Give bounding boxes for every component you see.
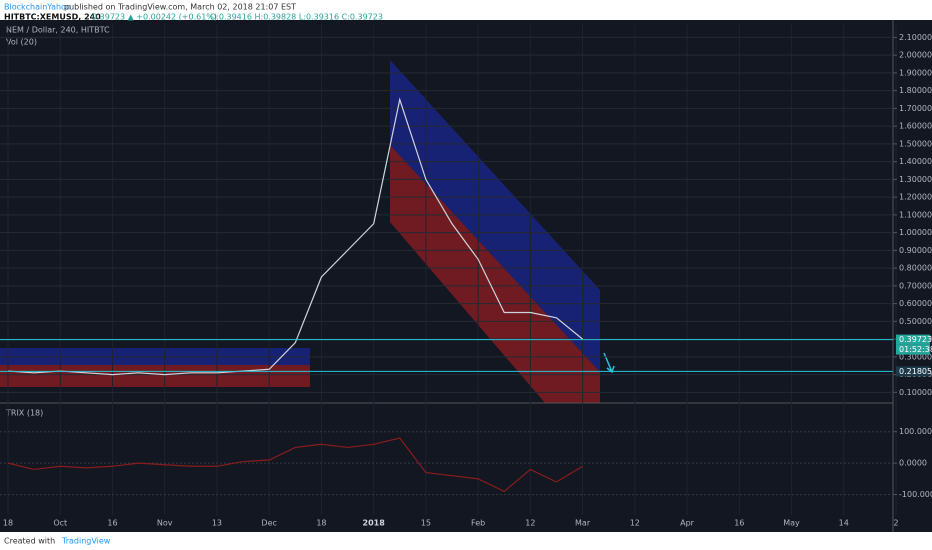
y-tick-label: 2.10000 xyxy=(899,33,932,42)
x-tick-label: 2018 xyxy=(363,519,386,528)
x-tick-label: Apr xyxy=(680,519,695,528)
arrow-head xyxy=(606,365,615,374)
y-tick-label: 0.80000 xyxy=(899,264,932,273)
x-tick-label: 2 xyxy=(893,519,898,528)
y-tick-label: 1.70000 xyxy=(899,104,932,113)
x-tick-label: Dec xyxy=(261,519,276,528)
y-tick-label: 0.0000 xyxy=(899,459,927,468)
chart-title: NEM / Dollar, 240, HITBTC xyxy=(6,26,110,35)
footer-created: Created with xyxy=(4,537,55,546)
symbol: HITBTC:XEMUSD, 240 xyxy=(4,13,101,22)
x-tick-label: May xyxy=(783,519,800,528)
y-tick-label: 1.80000 xyxy=(899,86,932,95)
y-tick-label: 0.10000 xyxy=(899,388,932,397)
y-tick-label: -100.0000 xyxy=(899,490,932,499)
y-tick-label: 1.90000 xyxy=(899,68,932,77)
y-tick-label: 0.70000 xyxy=(899,281,932,290)
price-line xyxy=(7,437,583,493)
countdown: 01:52:38 xyxy=(899,345,932,354)
price-tag-label: 0.21805 xyxy=(899,367,932,376)
x-tick-label: 16 xyxy=(107,519,117,528)
arrow xyxy=(603,352,613,373)
price-tag xyxy=(896,334,930,345)
trix-label: TRIX (18) xyxy=(5,409,43,418)
y-tick-label: 2.00000 xyxy=(899,51,932,60)
price-tag-label: 0.39723 xyxy=(899,335,932,344)
price-tag xyxy=(896,366,930,377)
x-tick-label: Oct xyxy=(53,519,67,528)
y-tick-label: 1.20000 xyxy=(899,193,932,202)
plot: 0.100000.200000.300000.400000.500000.600… xyxy=(0,25,932,528)
countdown-tag xyxy=(896,344,930,355)
x-tick-label: 15 xyxy=(421,519,431,528)
footer-bg xyxy=(0,532,932,550)
y-tick-label: 1.50000 xyxy=(899,139,932,148)
price-line xyxy=(7,97,583,376)
y-tick-label: 1.60000 xyxy=(899,122,932,131)
y-tick-label: 1.00000 xyxy=(899,228,932,237)
y-tick-label: 1.30000 xyxy=(899,175,932,184)
indicator-label: Vol (20) xyxy=(6,38,37,47)
channel-red xyxy=(390,145,600,403)
x-tick-label: 18 xyxy=(3,519,13,528)
y-tick-label: 1.40000 xyxy=(899,157,932,166)
y-tick-label: 0.30000 xyxy=(899,352,932,361)
ohlc: O:0.39416 H:0.39828 L:0.39316 C:0.39723 xyxy=(210,13,383,22)
y-tick-label: 0.50000 xyxy=(899,317,932,326)
publisher[interactable]: BlockchainYahoo xyxy=(4,3,71,12)
last-price: 0.39723 ▲ +0.00242 (+0.61%) xyxy=(92,13,217,22)
x-tick-label: Nov xyxy=(157,519,173,528)
channel-blue xyxy=(390,60,600,372)
y-tick-label: 100.0000 xyxy=(899,427,932,436)
x-tick-label: 12 xyxy=(630,519,640,528)
channel-red xyxy=(0,365,310,387)
x-tick-label: 12 xyxy=(525,519,535,528)
x-tick-label: 18 xyxy=(316,519,326,528)
x-tick-label: 14 xyxy=(839,519,849,528)
x-tick-label: Mar xyxy=(575,519,591,528)
y-tick-label: 0.60000 xyxy=(899,299,932,308)
y-tick-label: 1.10000 xyxy=(899,210,932,219)
x-tick-label: 16 xyxy=(734,519,744,528)
footer-brand[interactable]: TradingView xyxy=(61,537,111,546)
y-tick-label: 0.90000 xyxy=(899,246,932,255)
published: published on TradingView.com, March 02, … xyxy=(64,3,296,12)
x-tick-label: Feb xyxy=(471,519,485,528)
x-tick-label: 13 xyxy=(212,519,222,528)
